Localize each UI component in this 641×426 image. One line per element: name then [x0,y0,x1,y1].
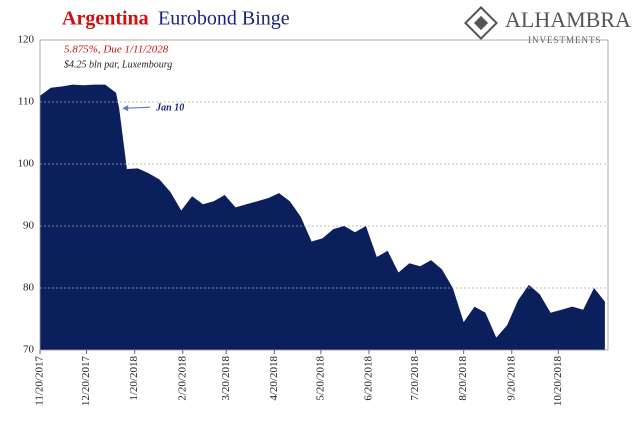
x-tick-label: 11/20/2017 [34,356,46,406]
y-tick-label: 110 [18,96,35,108]
annotation: Jan 10 [155,102,184,113]
x-tick-label: 3/20/2018 [220,356,232,401]
x-tick-label: 4/20/2018 [268,356,280,401]
y-tick-label: 100 [18,158,35,170]
x-tick-label: 9/20/2018 [505,356,517,401]
logo: ALHAMBRA INVESTMENTS [464,6,631,45]
x-tick-label: 5/20/2018 [314,356,326,401]
x-tick-label: 2/20/2018 [176,356,188,401]
chart-title: Eurobond Binge [158,8,290,30]
x-tick-label: 12/20/2017 [80,356,92,407]
chart-title-highlight: Argentina [62,8,149,30]
annotation-arrowhead [122,105,129,112]
y-tick-label: 80 [23,282,35,294]
subtitle: 5.875%, Due 1/11/2028 [64,44,169,56]
y-tick-label: 70 [23,344,35,356]
logo-icon [464,6,498,40]
annotation-arrow [126,106,151,109]
logo-name: ALHAMBRA [505,7,631,32]
plot-frame [39,39,609,351]
y-tick-label: 90 [23,220,35,232]
x-tick-label: 10/20/2018 [552,356,564,407]
area [40,84,605,350]
note: $4.25 bln par, Luxembourg [64,59,172,70]
x-tick-label: 7/20/2018 [409,356,421,401]
x-tick-label: 6/20/2018 [363,356,375,401]
x-tick-label: 1/20/2018 [128,356,140,401]
y-tick-label: 120 [18,34,35,46]
logo-icon-inner [473,15,489,31]
x-tick-label: 8/20/2018 [457,356,469,401]
